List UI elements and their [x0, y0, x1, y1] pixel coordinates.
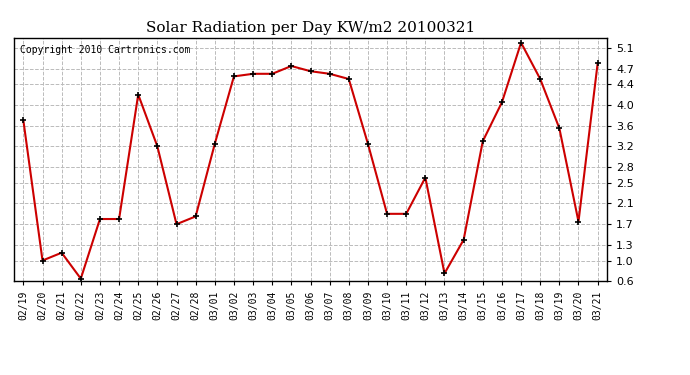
Title: Solar Radiation per Day KW/m2 20100321: Solar Radiation per Day KW/m2 20100321 — [146, 21, 475, 35]
Text: Copyright 2010 Cartronics.com: Copyright 2010 Cartronics.com — [20, 45, 190, 55]
